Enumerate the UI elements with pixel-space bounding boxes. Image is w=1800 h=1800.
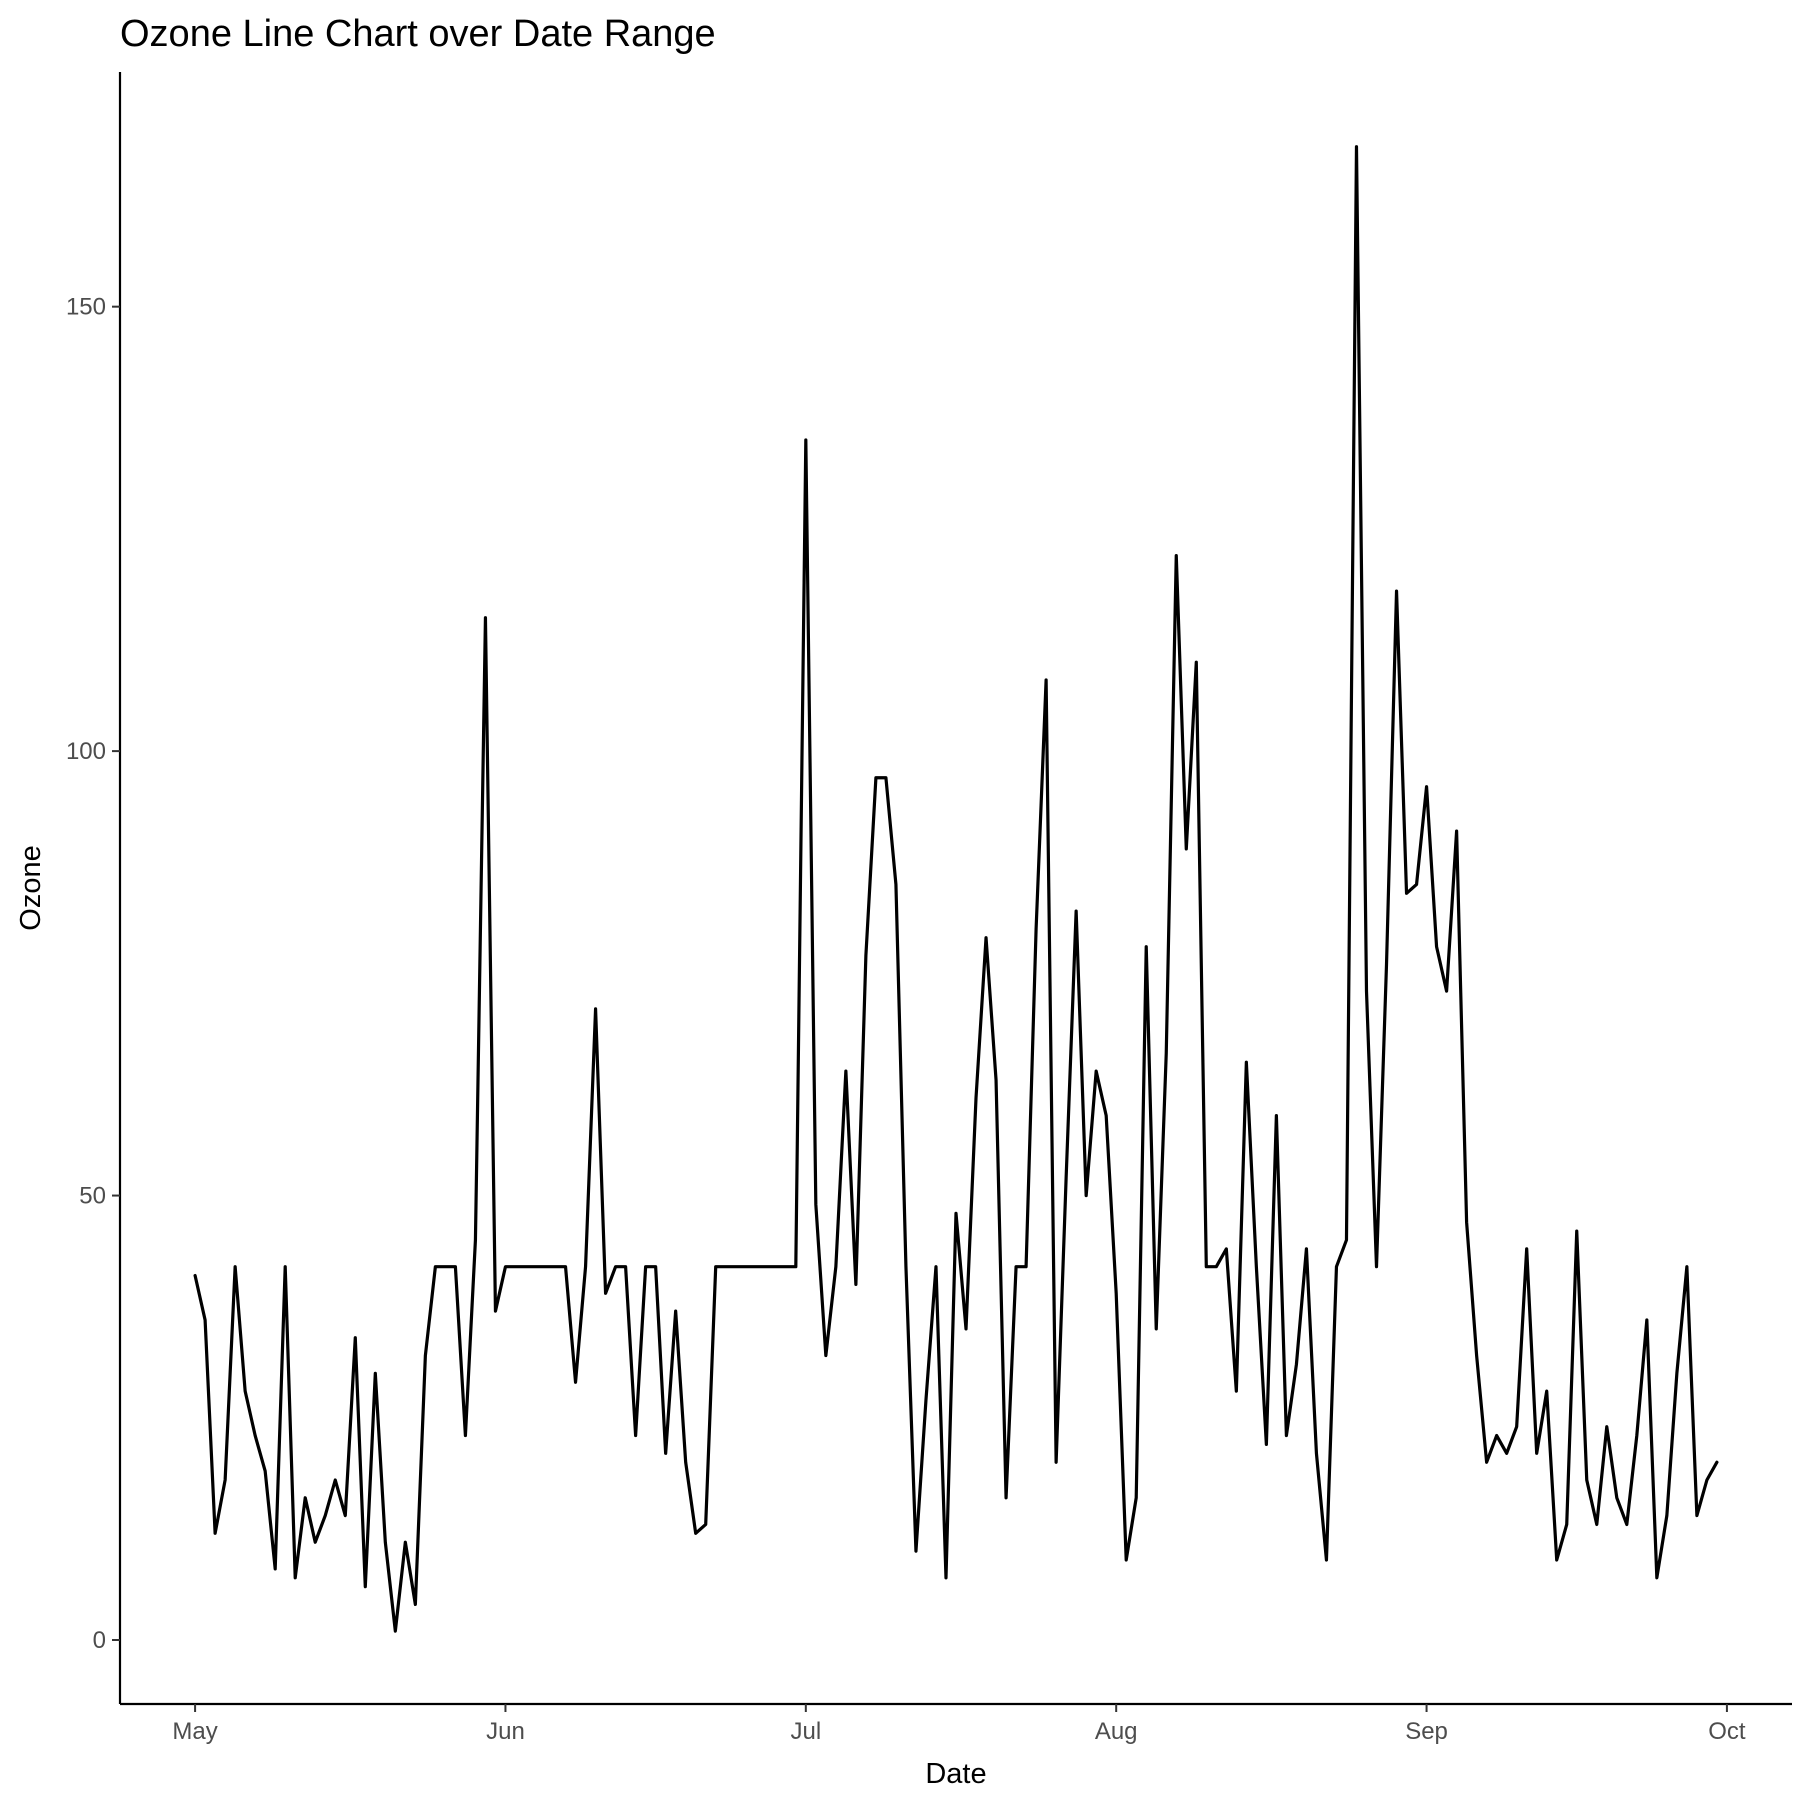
x-tick-label: Aug xyxy=(1095,1718,1138,1745)
chart-title: Ozone Line Chart over Date Range xyxy=(120,13,716,55)
y-tick-label: 150 xyxy=(66,294,106,321)
y-tick-label: 0 xyxy=(93,1627,106,1654)
x-tick-label: Jun xyxy=(486,1718,525,1745)
x-tick-label: Jul xyxy=(790,1718,821,1745)
y-axis-title: Ozone xyxy=(15,845,47,930)
y-tick-label: 100 xyxy=(66,738,106,765)
ozone-series-line xyxy=(193,145,1719,1633)
x-tick-label: Oct xyxy=(1708,1718,1746,1745)
y-tick-label: 50 xyxy=(79,1183,106,1210)
x-tick-label: Sep xyxy=(1405,1718,1448,1745)
x-tick-label: May xyxy=(172,1718,217,1745)
x-axis: May Jun Jul Aug Sep Oct xyxy=(120,1702,1792,1745)
x-axis-title: Date xyxy=(925,1758,986,1790)
y-axis: 0 50 100 150 xyxy=(66,72,122,1704)
